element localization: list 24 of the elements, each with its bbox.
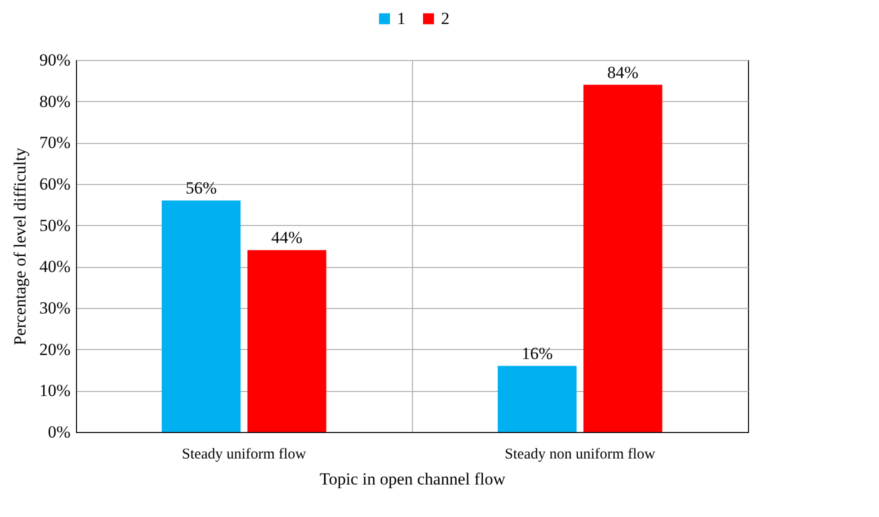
y-tick-label: 40% <box>39 257 70 276</box>
bar <box>498 366 577 432</box>
bar <box>583 84 662 432</box>
y-tick-label: 80% <box>39 92 70 111</box>
y-tick-label: 50% <box>39 216 70 235</box>
data-label: 56% <box>186 178 217 198</box>
y-axis-title: Percentage of level difficulty <box>10 147 30 346</box>
y-tick-label: 0% <box>48 422 70 442</box>
x-tick-label: Steady non uniform flow <box>504 446 656 462</box>
y-tick-label: 10% <box>39 381 70 400</box>
legend-label: 1 <box>397 8 406 28</box>
x-tick-label: Steady uniform flow <box>182 446 306 462</box>
data-label: 44% <box>271 228 302 248</box>
y-tick-label: 30% <box>39 298 70 318</box>
data-label: 84% <box>607 62 638 82</box>
y-tick-label: 90% <box>39 50 70 70</box>
data-label: 16% <box>522 344 553 363</box>
y-tick-label: 20% <box>39 340 70 359</box>
bar <box>247 250 326 432</box>
legend-label: 2 <box>441 8 450 28</box>
y-tick-label: 70% <box>39 133 70 152</box>
bar <box>162 200 241 432</box>
y-tick-label: 60% <box>39 174 70 194</box>
x-axis-title: Topic in open channel flow <box>320 470 506 488</box>
